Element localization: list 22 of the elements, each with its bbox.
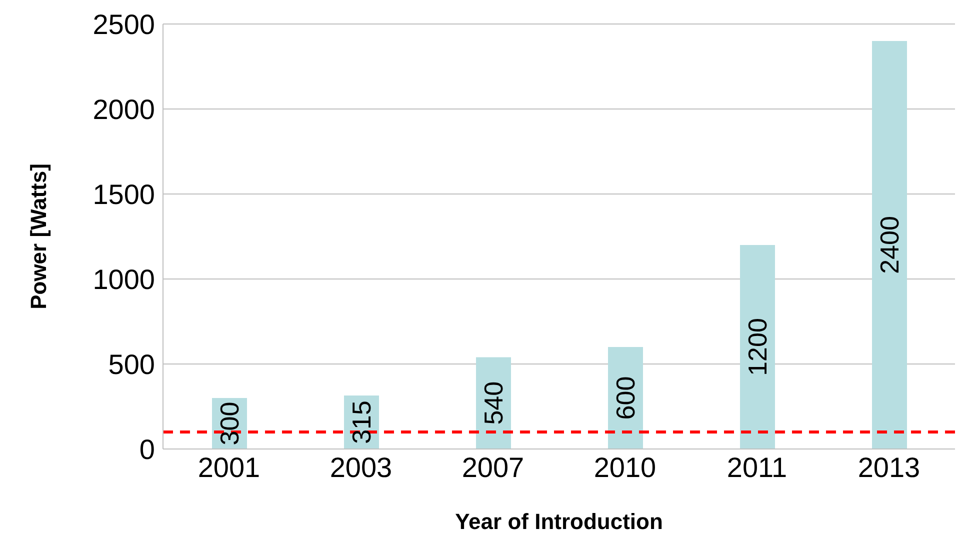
y-tick-label: 2000 xyxy=(92,94,155,125)
data-label: 315 xyxy=(346,400,377,444)
x-tick-label: 2010 xyxy=(594,452,656,483)
data-label: 1200 xyxy=(742,318,773,376)
x-tick-label: 2011 xyxy=(726,452,788,483)
y-tick-label: 1000 xyxy=(92,264,155,295)
data-label: 2400 xyxy=(874,216,905,274)
y-axis-title: Power [Watts] xyxy=(26,164,51,310)
bar xyxy=(872,41,907,449)
x-tick-label: 2007 xyxy=(462,452,524,483)
x-tick-label: 2013 xyxy=(858,452,920,483)
data-label: 540 xyxy=(478,381,509,425)
y-tick-label: 2500 xyxy=(92,8,155,40)
y-tick-label: 0 xyxy=(139,434,155,465)
bar xyxy=(740,245,775,449)
x-axis-title: Year of Introduction xyxy=(455,509,663,534)
y-tick-label: 500 xyxy=(108,348,155,380)
x-tick-label: 2003 xyxy=(330,452,392,483)
x-tick-label: 2001 xyxy=(198,452,260,483)
y-tick-label: 1500 xyxy=(92,178,155,210)
data-label: 300 xyxy=(214,402,245,446)
data-label: 600 xyxy=(610,376,641,420)
